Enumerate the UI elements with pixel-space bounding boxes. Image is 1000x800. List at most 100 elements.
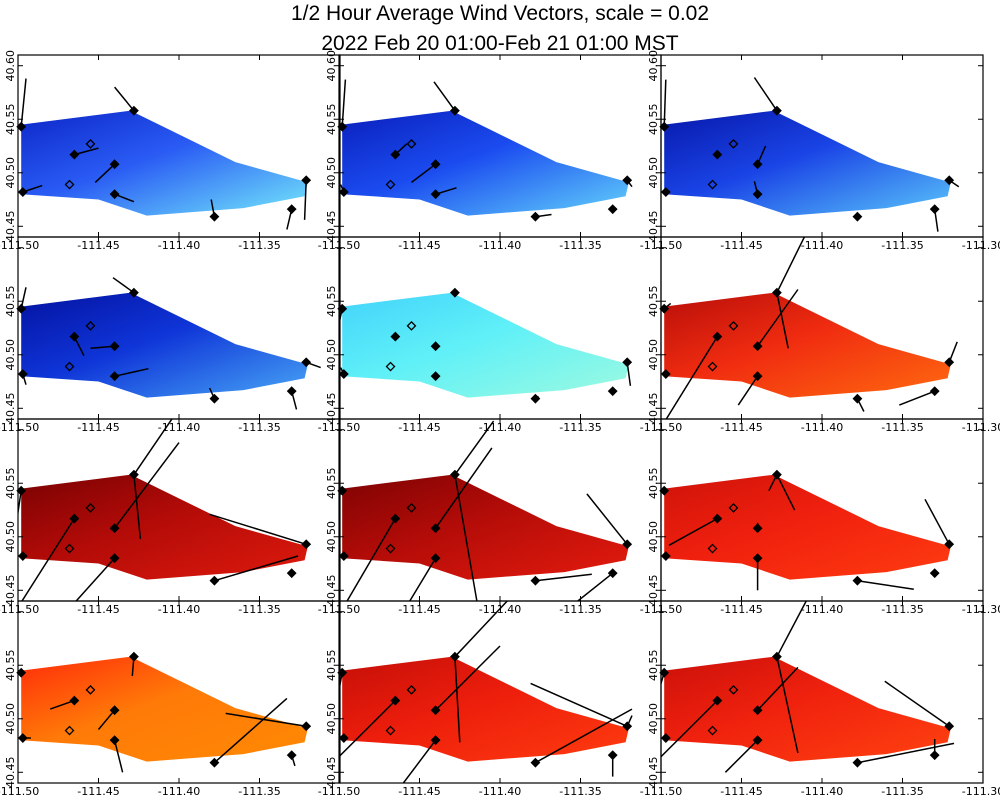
station-marker xyxy=(430,371,441,382)
y-tick-label: 40.45 xyxy=(325,211,338,243)
x-tick-label: -111.45 xyxy=(398,421,440,434)
station-marker xyxy=(301,539,312,550)
wind-vector xyxy=(530,682,628,727)
station-marker xyxy=(286,568,297,579)
station-marker xyxy=(385,543,396,554)
wind-vector xyxy=(668,517,718,546)
wind-panel-12: -111.50 -111.45 -111.40 -111.35 -111.30 40.45… xyxy=(640,600,1000,798)
station-marker xyxy=(929,750,940,761)
station-marker xyxy=(430,189,441,200)
wind-vector xyxy=(661,700,718,758)
y-tick-label: 40.55 xyxy=(4,103,17,135)
x-tick-label: -111.35 xyxy=(559,421,601,434)
wind-vector xyxy=(776,601,808,658)
station-marker xyxy=(752,371,763,382)
y-tick-label: 40.55 xyxy=(325,103,338,135)
wind-vector xyxy=(776,292,789,349)
station-marker xyxy=(390,695,401,706)
station-marker xyxy=(712,331,723,342)
station-marker xyxy=(752,705,763,716)
wind-vector xyxy=(433,81,456,112)
wind-panel-5: -111.50 -111.45 -111.40 -111.3540.4540.5040… xyxy=(318,236,662,434)
wind-vector xyxy=(114,86,135,112)
station-marker xyxy=(385,361,396,372)
y-tick-label: 40.45 xyxy=(4,211,17,243)
station-marker xyxy=(338,733,349,743)
station-marker xyxy=(607,386,618,397)
y-tick-label: 40.55 xyxy=(4,649,17,681)
station-marker xyxy=(712,695,723,706)
wind-speed-field xyxy=(342,474,629,580)
wind-vector xyxy=(454,601,509,658)
wind-vector xyxy=(724,739,759,773)
y-tick-label: 40.55 xyxy=(647,649,660,681)
station-marker xyxy=(728,320,739,331)
station-marker xyxy=(660,733,671,743)
wind-vector xyxy=(586,493,628,545)
wind-vector xyxy=(75,557,116,601)
y-tick-label: 40.55 xyxy=(4,285,17,317)
station-marker xyxy=(728,684,739,695)
station-marker xyxy=(17,733,28,743)
wind-vector xyxy=(776,656,799,754)
wind-vector xyxy=(454,420,495,476)
y-tick-label: 40.50 xyxy=(647,157,660,189)
station-marker xyxy=(109,735,120,746)
station-marker xyxy=(85,684,96,695)
x-tick-label: -111.35 xyxy=(559,603,601,616)
station-marker xyxy=(286,386,297,397)
wind-vector xyxy=(114,442,180,529)
wind-vector xyxy=(454,474,478,601)
x-tick-label: -111.40 xyxy=(801,421,843,434)
station-marker xyxy=(430,159,441,170)
station-marker xyxy=(109,189,120,200)
station-marker xyxy=(772,469,782,480)
x-tick-label: -111.40 xyxy=(479,785,521,798)
station-marker xyxy=(406,138,417,149)
wind-speed-field xyxy=(21,656,308,762)
wind-vector xyxy=(225,712,307,728)
x-tick-label: -111.45 xyxy=(720,603,762,616)
x-tick-label: -111.40 xyxy=(801,785,843,798)
station-marker xyxy=(430,553,441,564)
wind-panel-6: -111.50 -111.45 -111.40 -111.35 -111.3040.45… xyxy=(640,236,1000,434)
station-marker xyxy=(129,105,139,116)
y-tick-label: 40.50 xyxy=(4,339,17,371)
station-marker xyxy=(209,211,220,222)
station-marker xyxy=(338,369,349,379)
y-tick-label: 40.50 xyxy=(325,339,338,371)
station-marker xyxy=(430,523,441,534)
station-marker xyxy=(129,651,139,662)
y-tick-label: 40.45 xyxy=(4,575,17,607)
x-tick-label: -111.45 xyxy=(720,421,762,434)
station-marker xyxy=(64,361,75,372)
station-marker xyxy=(64,725,75,736)
wind-speed-field xyxy=(342,110,629,216)
station-marker xyxy=(607,750,618,761)
wind-vector xyxy=(454,656,461,743)
x-tick-label: -111.45 xyxy=(77,603,119,616)
wind-vector xyxy=(576,572,614,601)
station-marker xyxy=(109,553,120,564)
wind-vector xyxy=(737,375,759,406)
station-marker xyxy=(390,331,401,342)
wind-vector xyxy=(303,180,307,220)
wind-panel-11: -111.50 -111.45 -111.40 -111.35 40.45 40.50 40… xyxy=(318,600,662,798)
wind-vector xyxy=(924,498,950,545)
chart-subtitle: 2022 Feb 20 01:00-Feb 21 01:00 MST xyxy=(321,32,679,55)
y-tick-label: 40.50 xyxy=(647,521,660,553)
wind-panel-7: -111.50 -111.45 -111.40 -111.35 40.45 40.50 40… xyxy=(0,418,341,616)
station-marker xyxy=(109,705,120,716)
wind-vector xyxy=(757,666,799,711)
chart-title: 1/2 Hour Average Wind Vectors, scale = 0… xyxy=(290,2,710,25)
station-marker xyxy=(707,543,718,554)
x-tick-label: -111.40 xyxy=(479,421,521,434)
x-tick-label: -111.30 xyxy=(962,239,1000,252)
x-tick-label: -111.40 xyxy=(158,239,200,252)
wind-panel-9: -111.50 -111.45 -111.40 -111.35 -111.3040.45… xyxy=(640,418,1000,616)
station-marker xyxy=(622,721,633,732)
station-marker xyxy=(852,757,863,768)
station-marker xyxy=(406,684,417,695)
y-tick-label: 40.45 xyxy=(647,575,660,607)
